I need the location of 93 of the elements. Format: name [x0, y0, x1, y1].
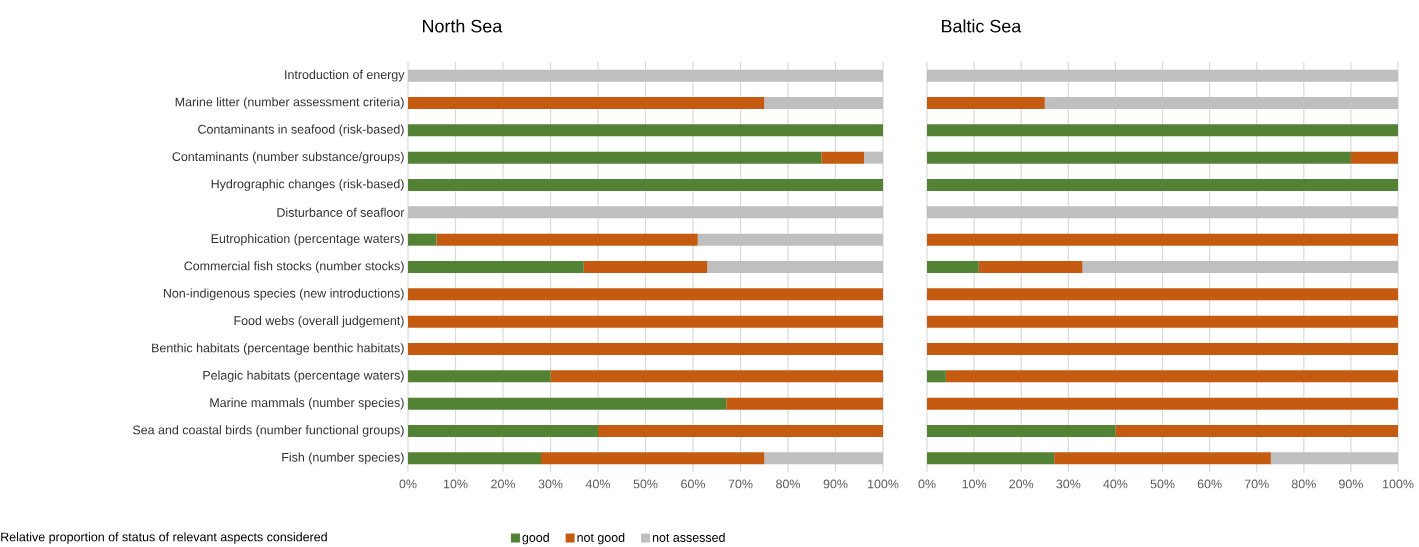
bar [408, 179, 884, 191]
legend-label: not good [577, 532, 625, 545]
bar [583, 261, 708, 273]
y-tick-label: Contaminants (number substance/groups) [172, 151, 404, 164]
bar [408, 69, 884, 82]
chart-title: North Sea [422, 19, 503, 33]
x-tick-label: 0% [399, 479, 417, 489]
bar [1082, 261, 1399, 273]
bar [1115, 425, 1399, 437]
y-tick-label: Marine litter (number assessment criteria) [175, 97, 404, 109]
bar [864, 151, 884, 164]
x-tick-label: 100% [1383, 479, 1414, 489]
bar [408, 425, 598, 437]
x-tick-label: 100% [868, 479, 899, 489]
bar [408, 315, 884, 328]
bar [1054, 452, 1271, 465]
bar [927, 124, 1399, 137]
x-tick-label: 40% [585, 479, 611, 489]
bar [408, 452, 541, 465]
bar [978, 261, 1083, 273]
bar [408, 261, 584, 273]
y-tick-label: Commercial fish stocks (number stocks) [184, 261, 404, 273]
x-tick-label: 80% [1291, 479, 1316, 489]
x-tick-label: 10% [962, 479, 987, 489]
y-tick-label: Introduction of energy [285, 69, 405, 82]
bar [927, 206, 1399, 219]
y-tick-label: Fish (number species) [282, 452, 404, 465]
bar [927, 370, 946, 383]
x-tick-label: 50% [633, 479, 658, 489]
bar [726, 397, 884, 410]
x-tick-label: 70% [1244, 479, 1269, 489]
y-tick-label: Food webs (overall judgement) [234, 315, 404, 328]
bar [764, 452, 884, 465]
bar [927, 179, 1399, 191]
x-tick-label: 10% [443, 479, 468, 489]
bar [550, 370, 884, 383]
x-tick-label: 60% [1197, 479, 1222, 489]
bar [821, 151, 865, 164]
bar [408, 397, 727, 410]
bar [927, 151, 1351, 164]
x-tick-label: 60% [681, 479, 706, 489]
y-tick-label: Marine mammals (number species) [210, 397, 404, 410]
bar [927, 261, 979, 273]
x-tick-label: 80% [776, 479, 801, 489]
x-tick-label: 40% [1103, 479, 1128, 489]
y-tick-label: Contaminants in seafood (risk-based) [198, 124, 404, 137]
bar [408, 370, 551, 383]
x-tick-label: 20% [1009, 479, 1034, 489]
x-tick-label: 90% [823, 479, 848, 489]
y-tick-label: Benthic habitats (percentage benthic habitats) [152, 343, 404, 355]
bar [408, 233, 437, 246]
bar [927, 97, 1045, 109]
x-tick-label: 20% [491, 479, 516, 489]
bar [408, 151, 822, 164]
legend-label: good [522, 532, 549, 545]
bar [436, 233, 698, 246]
y-tick-label: Eutrophication (percentage waters) [211, 233, 404, 246]
y-tick-label: Disturbance of seafloor [277, 207, 405, 217]
bar [1350, 151, 1399, 164]
bar [927, 233, 1399, 246]
x-tick-label: 90% [1339, 479, 1363, 489]
bar [764, 97, 884, 109]
bar [408, 206, 884, 219]
bar [707, 261, 884, 273]
bar [927, 343, 1399, 355]
chart-title: Baltic Sea [942, 19, 1022, 33]
bar [1270, 452, 1399, 465]
bar [927, 425, 1116, 437]
bar [598, 425, 884, 437]
bar [697, 233, 884, 246]
bar [945, 370, 1399, 383]
bar [1044, 97, 1399, 109]
bar [927, 69, 1399, 82]
y-tick-label: Sea and coastal birds (number functional groups) [132, 425, 404, 437]
x-tick-label: 50% [1150, 479, 1175, 489]
x-tick-label: 30% [538, 479, 563, 489]
y-tick-label: Hydrographic changes (risk-based) [211, 179, 404, 191]
bar [541, 452, 765, 465]
text: Relative proportion of status of relevant aspects considered [1, 532, 327, 544]
x-tick-label: 30% [1056, 479, 1081, 489]
bar [408, 343, 884, 355]
x-tick-label: 0% [918, 479, 936, 489]
x-tick-label: 70% [728, 479, 753, 489]
legend-label: not assessed [652, 532, 725, 542]
bar [927, 288, 1399, 301]
bar [927, 397, 1399, 410]
bar [408, 288, 884, 301]
bar [408, 124, 884, 137]
bar [927, 315, 1399, 328]
bar [408, 97, 765, 109]
y-tick-label: Pelagic habitats (percentage waters) [203, 370, 404, 383]
bar [927, 452, 1055, 465]
y-tick-label: Non-indigenous species (new introductions) [163, 288, 404, 301]
